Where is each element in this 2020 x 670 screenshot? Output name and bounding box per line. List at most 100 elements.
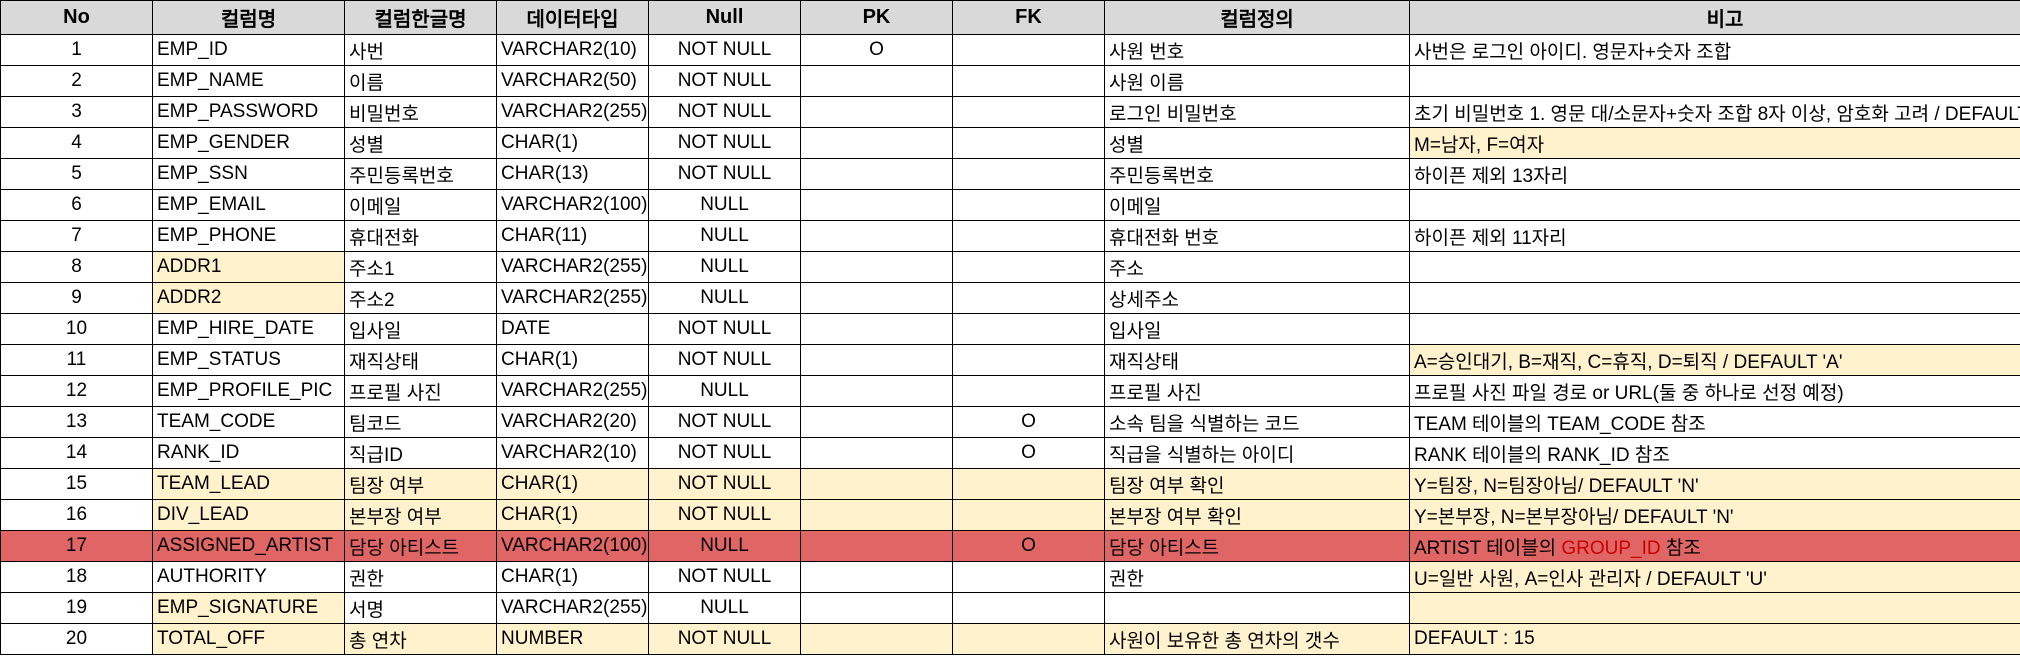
row-column-name: EMP_NAME [152,65,345,97]
row-pk [800,96,953,128]
row-korean-name: 이메일 [344,189,497,221]
note-highlight: GROUP_ID [1561,537,1661,559]
row-korean-name: 비밀번호 [344,96,497,128]
table-row: 9 ADDR2 주소2 VARCHAR2(255) NULL 상세주소 [0,282,2020,314]
row-pk [800,65,953,97]
table-row: 4 EMP_GENDER 성별 CHAR(1) NOT NULL 성별 M=남자, F=여자 [0,127,2020,159]
row-null: NOT NULL [648,313,801,345]
row-korean-name: 주민등록번호 [344,158,497,190]
table-row: 19 EMP_SIGNATURE 서명 VARCHAR2(255) NULL [0,592,2020,624]
row-no: 4 [0,127,153,159]
row-definition: 휴대전화 번호 [1104,220,1410,252]
row-pk [800,406,953,438]
row-note: 프로필 사진 파일 경로 or URL(둘 중 하나로 선정 예정) [1409,375,2020,407]
row-definition: 직급을 식별하는 아이디 [1104,437,1410,469]
row-column-name: EMP_HIRE_DATE [152,313,345,345]
row-null: NULL [648,282,801,314]
table-row: 16 DIV_LEAD 본부장 여부 CHAR(1) NOT NULL 본부장 여부 확인… [0,499,2020,531]
row-note: DEFAULT : 15 [1409,623,2020,655]
row-no: 3 [0,96,153,128]
table-row: 7 EMP_PHONE 휴대전화 CHAR(11) NULL 휴대전화 번호 하이픈 제외 … [0,220,2020,252]
row-fk [952,282,1105,314]
row-null: NOT NULL [648,34,801,66]
row-note [1409,251,2020,283]
row-data-type: NUMBER [496,623,649,655]
row-no: 11 [0,344,153,376]
row-column-name: EMP_PROFILE_PIC [152,375,345,407]
row-column-name: EMP_PHONE [152,220,345,252]
row-definition: 사원이 보유한 총 연차의 갯수 [1104,623,1410,655]
row-pk [800,623,953,655]
row-data-type: VARCHAR2(255) [496,96,649,128]
row-korean-name: 담당 아티스트 [344,530,497,562]
row-no: 15 [0,468,153,500]
row-column-name: TEAM_CODE [152,406,345,438]
row-data-type: VARCHAR2(10) [496,437,649,469]
row-column-name: TEAM_LEAD [152,468,345,500]
header-korean-name: 컬럼한글명 [344,0,497,35]
row-note [1409,65,2020,97]
table-row: 14 RANK_ID 직급ID VARCHAR2(10) NOT NULL O 직급을 식별… [0,437,2020,469]
row-fk [952,623,1105,655]
row-data-type: VARCHAR2(100) [496,530,649,562]
row-korean-name: 사번 [344,34,497,66]
row-null: NOT NULL [648,623,801,655]
row-fk [952,375,1105,407]
row-pk [800,437,953,469]
row-pk [800,344,953,376]
row-null: NOT NULL [648,468,801,500]
row-column-name: EMP_STATUS [152,344,345,376]
row-note: ARTIST 테이블의 GROUP_ID 참조 [1409,530,2020,562]
row-pk [800,499,953,531]
header-pk: PK [800,0,953,35]
row-note: 하이픈 제외 13자리 [1409,158,2020,190]
row-column-name: TOTAL_OFF [152,623,345,655]
table-row: 8 ADDR1 주소1 VARCHAR2(255) NULL 주소 [0,251,2020,283]
row-pk [800,530,953,562]
row-korean-name: 이름 [344,65,497,97]
row-no: 13 [0,406,153,438]
row-no: 18 [0,561,153,593]
row-no: 14 [0,437,153,469]
table-row: 11 EMP_STATUS 재직상태 CHAR(1) NOT NULL 재직상태 A=승인대… [0,344,2020,376]
row-definition: 프로필 사진 [1104,375,1410,407]
row-definition: 로그인 비밀번호 [1104,96,1410,128]
row-no: 6 [0,189,153,221]
row-korean-name: 주소1 [344,251,497,283]
row-no: 20 [0,623,153,655]
row-korean-name: 총 연차 [344,623,497,655]
row-fk [952,158,1105,190]
row-pk [800,561,953,593]
row-no: 8 [0,251,153,283]
row-fk [952,592,1105,624]
row-pk [800,189,953,221]
row-null: NOT NULL [648,344,801,376]
row-definition: 사원 이름 [1104,65,1410,97]
row-fk [952,127,1105,159]
row-pk [800,251,953,283]
row-korean-name: 휴대전화 [344,220,497,252]
row-korean-name: 권한 [344,561,497,593]
header-fk: FK [952,0,1105,35]
row-korean-name: 팀코드 [344,406,497,438]
row-column-name: ADDR1 [152,251,345,283]
row-definition: 팀장 여부 확인 [1104,468,1410,500]
table-row: 17 ASSIGNED_ARTIST 담당 아티스트 VARCHAR2(100) NUL… [0,530,2020,562]
row-column-name: DIV_LEAD [152,499,345,531]
row-null: NOT NULL [648,158,801,190]
row-data-type: VARCHAR2(100) [496,189,649,221]
row-data-type: DATE [496,313,649,345]
row-data-type: CHAR(1) [496,344,649,376]
row-no: 5 [0,158,153,190]
row-pk: O [800,34,953,66]
row-data-type: CHAR(1) [496,468,649,500]
row-fk: O [952,406,1105,438]
row-korean-name: 재직상태 [344,344,497,376]
row-column-name: EMP_EMAIL [152,189,345,221]
header-column-name: 컬럼명 [152,0,345,35]
table-row: 10 EMP_HIRE_DATE 입사일 DATE NOT NULL 입사일 [0,313,2020,345]
row-fk [952,561,1105,593]
row-note: U=일반 사원, A=인사 관리자 / DEFAULT 'U' [1409,561,2020,593]
row-data-type: VARCHAR2(50) [496,65,649,97]
row-definition: 권한 [1104,561,1410,593]
